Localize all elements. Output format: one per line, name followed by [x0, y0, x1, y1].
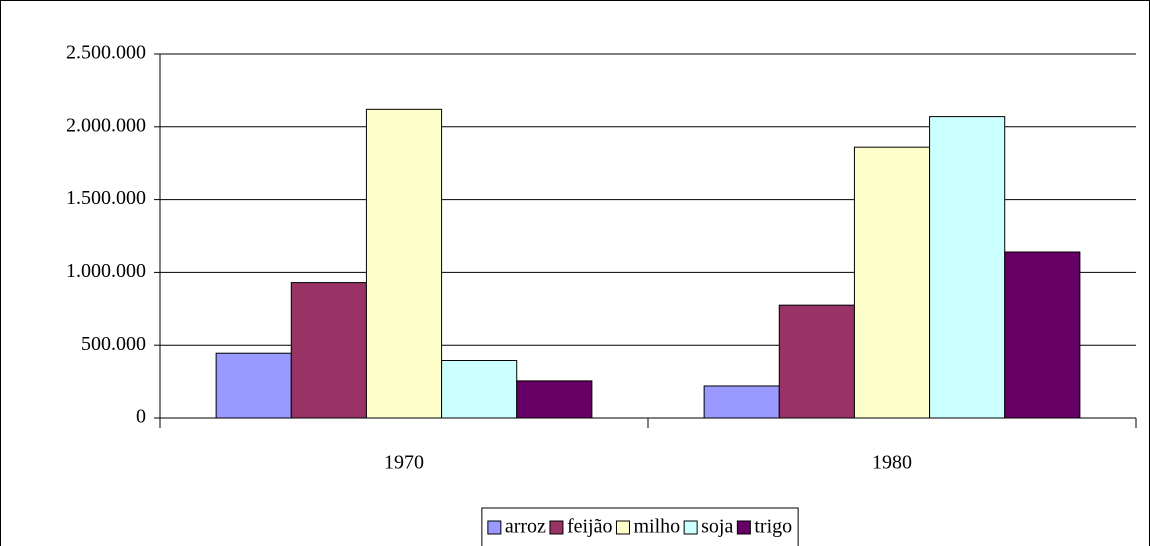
legend-label: trigo	[754, 516, 792, 538]
legend-swatch	[487, 520, 502, 535]
bar	[290, 282, 367, 419]
bar	[365, 108, 443, 419]
bar	[441, 359, 518, 419]
y-tick-label: 500.000	[81, 333, 146, 355]
legend-swatch	[615, 520, 630, 535]
y-tick-label: 2.500.000	[66, 42, 146, 64]
y-tick-label: 0	[136, 406, 146, 428]
y-tick-label: 1.500.000	[66, 187, 146, 209]
legend-swatch	[549, 520, 564, 535]
x-tick-label: 1980	[872, 452, 912, 474]
x-tick-label: 1970	[384, 452, 424, 474]
legend-label: soja	[701, 516, 733, 538]
bar	[703, 385, 780, 419]
legend-label: feijão	[567, 516, 613, 538]
bar	[516, 380, 593, 419]
bar	[215, 352, 292, 419]
y-tick-label: 2.000.000	[66, 114, 146, 136]
legend-label: arroz	[505, 516, 546, 538]
bar	[1004, 251, 1081, 419]
y-tick-label: 1.000.000	[66, 260, 146, 282]
bar	[853, 146, 931, 419]
legend-swatch	[683, 520, 698, 535]
bar	[929, 116, 1006, 419]
legend-label: milho	[633, 516, 680, 538]
bar	[778, 304, 855, 419]
legend-swatch	[736, 520, 751, 535]
